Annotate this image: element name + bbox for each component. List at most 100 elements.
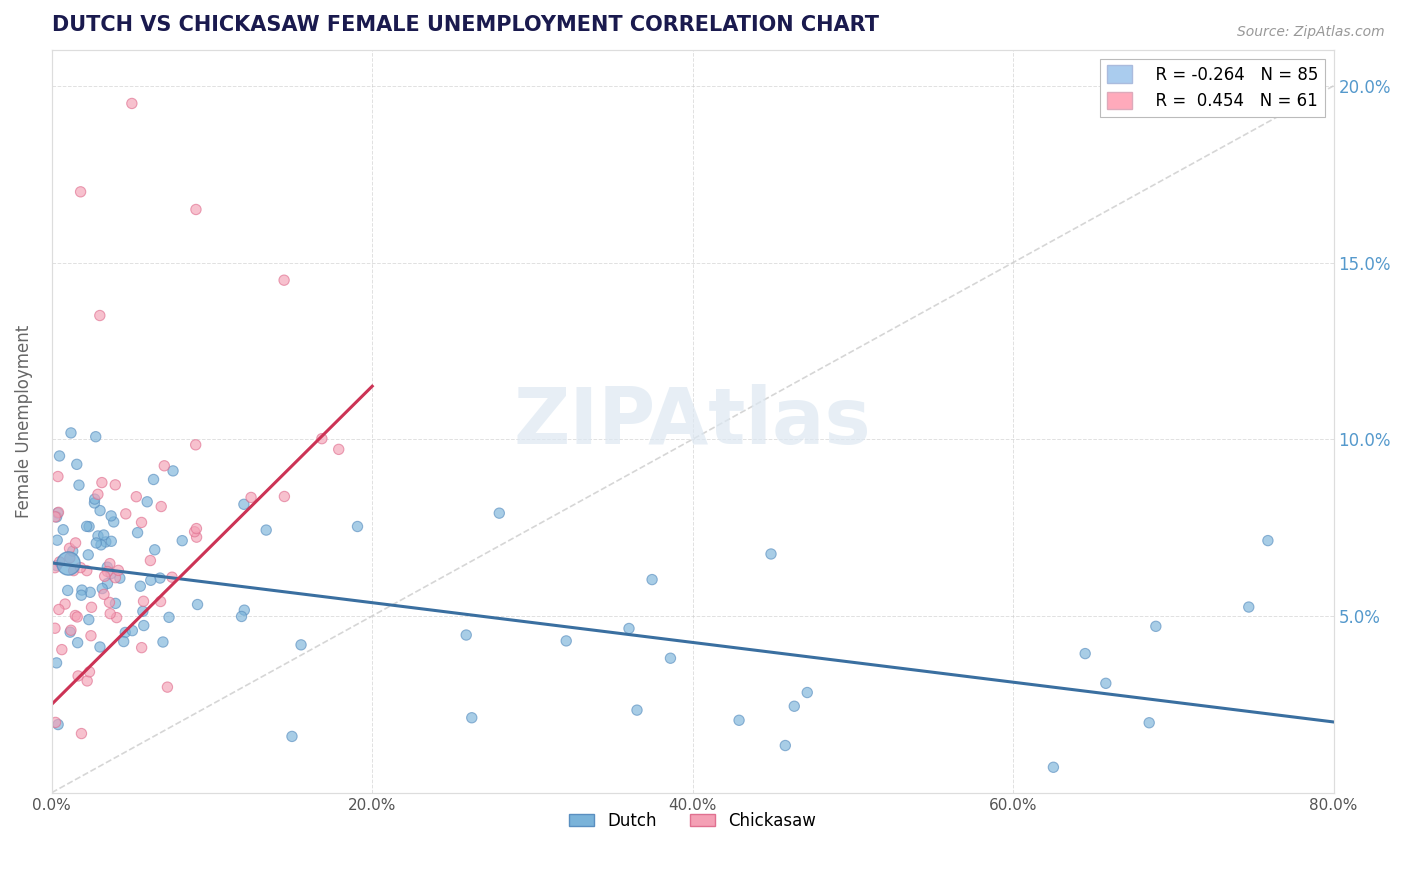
Point — [149, 594, 172, 608]
Point — [62, 544, 84, 558]
Point — [1095, 676, 1118, 690]
Point — [76, 564, 98, 578]
Point — [51, 642, 73, 657]
Point — [461, 711, 484, 725]
Point — [100, 534, 122, 549]
Point — [98, 557, 121, 571]
Point — [149, 571, 172, 585]
Point — [66, 610, 89, 624]
Point — [52, 523, 75, 537]
Point — [90, 475, 112, 490]
Point — [96, 576, 118, 591]
Point — [232, 497, 254, 511]
Point — [84, 430, 107, 444]
Point — [59, 624, 82, 638]
Point — [56, 583, 79, 598]
Point — [53, 597, 76, 611]
Point — [184, 202, 207, 217]
Point — [79, 585, 101, 599]
Point — [104, 571, 127, 585]
Point — [94, 535, 117, 549]
Point — [77, 519, 100, 533]
Point — [281, 730, 304, 744]
Point — [231, 609, 253, 624]
Point — [273, 273, 295, 287]
Point — [328, 442, 350, 457]
Point — [125, 490, 148, 504]
Point — [46, 506, 69, 520]
Point — [783, 699, 806, 714]
Point — [456, 628, 478, 642]
Point — [1144, 619, 1167, 633]
Point — [100, 508, 122, 523]
Point — [626, 703, 648, 717]
Point — [162, 464, 184, 478]
Point — [89, 503, 111, 517]
Text: DUTCH VS CHICKASAW FEMALE UNEMPLOYMENT CORRELATION CHART: DUTCH VS CHICKASAW FEMALE UNEMPLOYMENT C… — [52, 15, 879, 35]
Text: Source: ZipAtlas.com: Source: ZipAtlas.com — [1237, 25, 1385, 39]
Point — [44, 509, 66, 524]
Point — [44, 560, 66, 574]
Point — [98, 607, 121, 621]
Point — [641, 573, 664, 587]
Point — [346, 519, 368, 533]
Point — [184, 438, 207, 452]
Point — [70, 588, 93, 602]
Point — [80, 600, 103, 615]
Point — [59, 625, 82, 640]
Point — [108, 571, 131, 585]
Text: ZIPAtlas: ZIPAtlas — [513, 384, 872, 459]
Point — [139, 574, 162, 588]
Point — [172, 533, 194, 548]
Point — [79, 665, 101, 679]
Point — [555, 634, 578, 648]
Point — [1074, 647, 1097, 661]
Point — [65, 608, 87, 623]
Point — [1042, 760, 1064, 774]
Point — [775, 739, 797, 753]
Point — [153, 458, 176, 473]
Point — [157, 610, 180, 624]
Point — [142, 473, 165, 487]
Point — [759, 547, 782, 561]
Point — [76, 519, 98, 533]
Point — [59, 425, 82, 440]
Point — [59, 550, 82, 565]
Point — [103, 515, 125, 529]
Point — [186, 530, 208, 544]
Point — [132, 594, 155, 608]
Point — [114, 507, 136, 521]
Point — [112, 634, 135, 648]
Point — [46, 717, 69, 731]
Point — [127, 525, 149, 540]
Y-axis label: Female Unemployment: Female Unemployment — [15, 325, 32, 518]
Point — [69, 560, 91, 574]
Point — [121, 624, 143, 638]
Point — [83, 496, 105, 510]
Point — [129, 579, 152, 593]
Point — [56, 556, 79, 570]
Point — [659, 651, 682, 665]
Point — [87, 487, 110, 501]
Point — [254, 523, 277, 537]
Point — [44, 715, 66, 730]
Point — [93, 587, 115, 601]
Point — [1257, 533, 1279, 548]
Point — [96, 560, 118, 574]
Point — [488, 506, 510, 520]
Point — [240, 491, 263, 505]
Point — [186, 598, 208, 612]
Point — [45, 656, 67, 670]
Point — [105, 610, 128, 624]
Point — [67, 478, 90, 492]
Point — [83, 492, 105, 507]
Point — [80, 629, 103, 643]
Point — [139, 553, 162, 567]
Point — [77, 613, 100, 627]
Point — [114, 625, 136, 640]
Point — [91, 582, 114, 596]
Point — [728, 713, 751, 727]
Point — [132, 604, 155, 618]
Legend: Dutch, Chickasaw: Dutch, Chickasaw — [562, 805, 823, 837]
Point — [69, 185, 91, 199]
